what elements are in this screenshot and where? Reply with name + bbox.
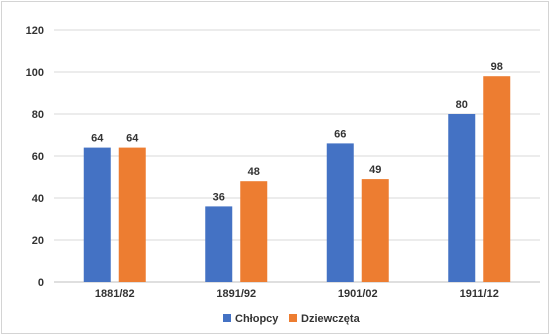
- data-labels: 64 64 36 48 66 49 80 98: [91, 61, 503, 203]
- bar: [205, 206, 233, 282]
- y-tick-label: 40: [32, 193, 44, 205]
- x-tick-label: 1881/82: [95, 288, 135, 300]
- bars: [83, 76, 511, 282]
- x-axis: 1881/82 1891/92 1901/02 1911/12: [95, 288, 499, 300]
- bar: [361, 179, 389, 282]
- y-tick-label: 100: [26, 67, 44, 79]
- legend-swatch: [289, 314, 297, 322]
- bar: [83, 147, 111, 282]
- data-label: 64: [91, 133, 104, 145]
- y-tick-label: 20: [32, 235, 44, 247]
- data-label: 66: [334, 128, 346, 140]
- bar: [448, 114, 476, 282]
- legend-label: Chłopcy: [235, 313, 279, 325]
- bar: [326, 143, 354, 282]
- data-label: 98: [491, 61, 503, 73]
- x-tick-label: 1911/12: [460, 288, 499, 300]
- data-label: 64: [126, 133, 139, 145]
- data-label: 49: [369, 164, 381, 176]
- x-tick-label: 1901/02: [338, 288, 378, 300]
- y-tick-label: 60: [32, 151, 44, 163]
- y-tick-label: 0: [38, 277, 44, 289]
- y-tick-label: 120: [26, 25, 44, 37]
- legend: Chłopcy Dziewczęta: [223, 313, 361, 325]
- bar: [483, 76, 511, 282]
- bar: [240, 181, 268, 282]
- y-axis: 0 20 40 60 80 100 120: [26, 25, 44, 289]
- data-label: 48: [248, 166, 260, 178]
- data-label: 36: [213, 191, 225, 203]
- bar: [118, 147, 146, 282]
- legend-swatch: [223, 314, 231, 322]
- x-tick-label: 1891/92: [216, 288, 256, 300]
- legend-label: Dziewczęta: [301, 313, 361, 325]
- data-label: 80: [456, 99, 468, 111]
- y-tick-label: 80: [32, 109, 44, 121]
